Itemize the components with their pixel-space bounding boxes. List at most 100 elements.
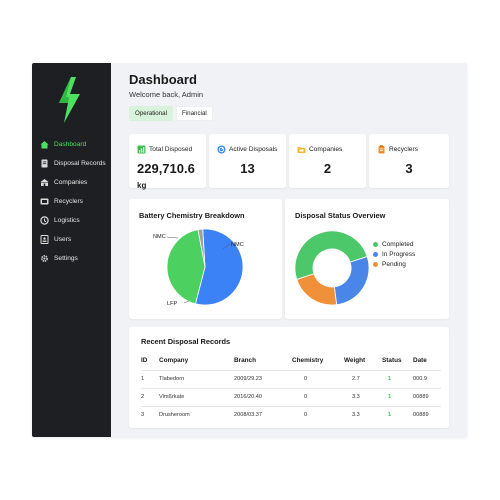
chemistry-slice-lfp-1[interactable] xyxy=(166,229,206,305)
records-table: ID Company Branch Chemistry Weight Statu… xyxy=(141,352,441,424)
column-header: Weight xyxy=(344,357,366,365)
table-title: Recent Disposal Records xyxy=(141,337,231,346)
sidebar-item-logistics[interactable]: Logistics xyxy=(32,211,111,230)
sidebar-item-label: Settings xyxy=(54,255,78,262)
status-slice-completed-0[interactable] xyxy=(294,230,368,280)
legend-item-in-progress: In Progress xyxy=(373,249,415,259)
sidebar: Dashboard Disposal Records Companies Rec… xyxy=(32,63,111,437)
status-slice-in-progress-1[interactable] xyxy=(333,256,370,306)
cell-weight: 2.7 xyxy=(344,369,382,388)
users-icon xyxy=(40,235,49,244)
cell-id: 3 xyxy=(141,405,159,424)
stat-card-total-disposed: Total Disposed 229,710.6 kg xyxy=(129,134,206,190)
slice-label-nmc: NMC xyxy=(231,242,244,248)
stat-value: 3 xyxy=(405,161,413,176)
chemistry-chart-card: Battery Chemistry Breakdown NMC NMC LFP xyxy=(129,199,282,319)
status-donut-chart xyxy=(294,230,370,306)
gear-icon xyxy=(40,254,49,263)
stat-unit: kg xyxy=(137,181,147,190)
chemistry-slice-nmc-2[interactable] xyxy=(197,228,206,268)
sidebar-item-label: Recyclers xyxy=(54,198,83,205)
recent-records-card: Recent Disposal Records ID Company Branc… xyxy=(129,327,449,428)
cell-company: Drusheroom xyxy=(159,405,234,424)
cell-weight: 3.3 xyxy=(344,405,382,424)
table-header-row: ID Company Branch Chemistry Weight Statu… xyxy=(141,352,441,370)
chart-title: Disposal Status Overview xyxy=(295,211,386,220)
sidebar-item-label: Companies xyxy=(54,179,88,186)
cell-branch: 2016/20.40 xyxy=(234,387,292,406)
cell-chemistry: 0 xyxy=(292,387,344,406)
tab-operational[interactable]: Operational xyxy=(129,106,173,121)
cell-id: 1 xyxy=(141,369,159,388)
status-chart-card: Disposal Status Overview Completed In Pr… xyxy=(285,199,449,319)
tab-financial[interactable]: Financial xyxy=(176,106,213,121)
legend-item-completed: Completed xyxy=(373,239,415,249)
sidebar-item-companies[interactable]: Companies xyxy=(32,173,111,192)
column-header: Company xyxy=(159,357,189,365)
page-subtitle: Welcome back, Admin xyxy=(129,90,204,99)
sidebar-item-label: Disposal Records xyxy=(54,160,106,167)
slice-label-lfp: LFP xyxy=(167,301,178,307)
page-title: Dashboard xyxy=(129,72,197,87)
column-header: Branch xyxy=(234,357,257,365)
column-header: Status xyxy=(382,357,402,365)
stat-label: Total Disposed xyxy=(149,146,193,153)
chart-icon xyxy=(137,145,146,154)
slice-label-nmc-small: NMC xyxy=(153,234,166,240)
cell-branch: 2008/03.37 xyxy=(234,405,292,424)
sidebar-item-users[interactable]: Users xyxy=(32,230,111,249)
lightning-logo-icon xyxy=(59,77,80,123)
sidebar-item-recyclers[interactable]: Recyclers xyxy=(32,192,111,211)
gauge-icon xyxy=(217,145,226,154)
clipboard-icon xyxy=(377,145,386,154)
status-legend: Completed In Progress Pending xyxy=(373,239,415,269)
cell-date: 00889 xyxy=(413,387,441,406)
cell-branch: 2009/29.23 xyxy=(234,369,292,388)
sidebar-item-disposal-records[interactable]: Disposal Records xyxy=(32,154,111,173)
cell-weight: 3.3 xyxy=(344,387,382,406)
sidebar-item-label: Dashboard xyxy=(54,141,87,148)
home-icon xyxy=(40,140,49,149)
stat-value: 229,710.6 kg xyxy=(137,161,195,190)
cell-status: 1 xyxy=(382,387,413,406)
truck-icon xyxy=(40,216,49,225)
legend-item-pending: Pending xyxy=(373,259,415,269)
column-header: ID xyxy=(141,357,148,365)
chart-title: Battery Chemistry Breakdown xyxy=(139,211,245,220)
folder-icon xyxy=(297,145,306,154)
stat-value: 13 xyxy=(240,161,255,176)
stat-label: Companies xyxy=(309,146,343,153)
cell-id: 2 xyxy=(141,387,159,406)
cell-status: 1 xyxy=(382,405,413,424)
building-icon xyxy=(40,178,49,187)
cell-date: 00889 xyxy=(413,405,441,424)
cell-chemistry: 0 xyxy=(292,405,344,424)
chemistry-pie-chart: NMC NMC LFP xyxy=(153,228,244,307)
sidebar-item-settings[interactable]: Settings xyxy=(32,249,111,268)
cell-company: Vimßrkate xyxy=(159,387,234,406)
table-row[interactable]: 1 Tlabedorn 2009/29.23 0 2.7 1 000.9 xyxy=(141,369,441,388)
table-row[interactable]: 2 Vimßrkate 2016/20.40 0 3.3 1 00889 xyxy=(141,387,441,406)
cell-status: 1 xyxy=(382,369,413,388)
cell-date: 000.9 xyxy=(413,369,441,388)
column-header: Date xyxy=(413,357,427,365)
stat-value: 2 xyxy=(323,161,332,176)
sidebar-nav: Dashboard Disposal Records Companies Rec… xyxy=(32,135,111,268)
stat-label: Active Disposals xyxy=(229,146,278,153)
stat-card-active-disposals: Active Disposals 13 xyxy=(209,134,286,188)
stat-card-companies: Companies 2 xyxy=(289,134,366,188)
sidebar-item-dashboard[interactable]: Dashboard xyxy=(32,135,111,154)
app-window: Dashboard Disposal Records Companies Rec… xyxy=(32,63,467,437)
view-tabs: Operational Financial xyxy=(129,106,213,121)
sidebar-item-label: Users xyxy=(54,236,72,243)
stat-label: Recyclers xyxy=(389,146,418,153)
cell-company: Tlabedorn xyxy=(159,369,234,388)
document-icon xyxy=(40,159,49,168)
status-slice-pending-2[interactable] xyxy=(296,273,338,306)
column-header: Chemistry xyxy=(292,357,324,365)
chemistry-slice-nmc-0[interactable] xyxy=(194,228,244,306)
cell-chemistry: 0 xyxy=(292,369,344,388)
table-row[interactable]: 3 Drusheroom 2008/03.37 0 3.3 1 00889 xyxy=(141,405,441,424)
stat-card-recyclers: Recyclers 3 xyxy=(369,134,449,188)
main-content: Dashboard Welcome back, Admin Operationa… xyxy=(111,63,467,437)
